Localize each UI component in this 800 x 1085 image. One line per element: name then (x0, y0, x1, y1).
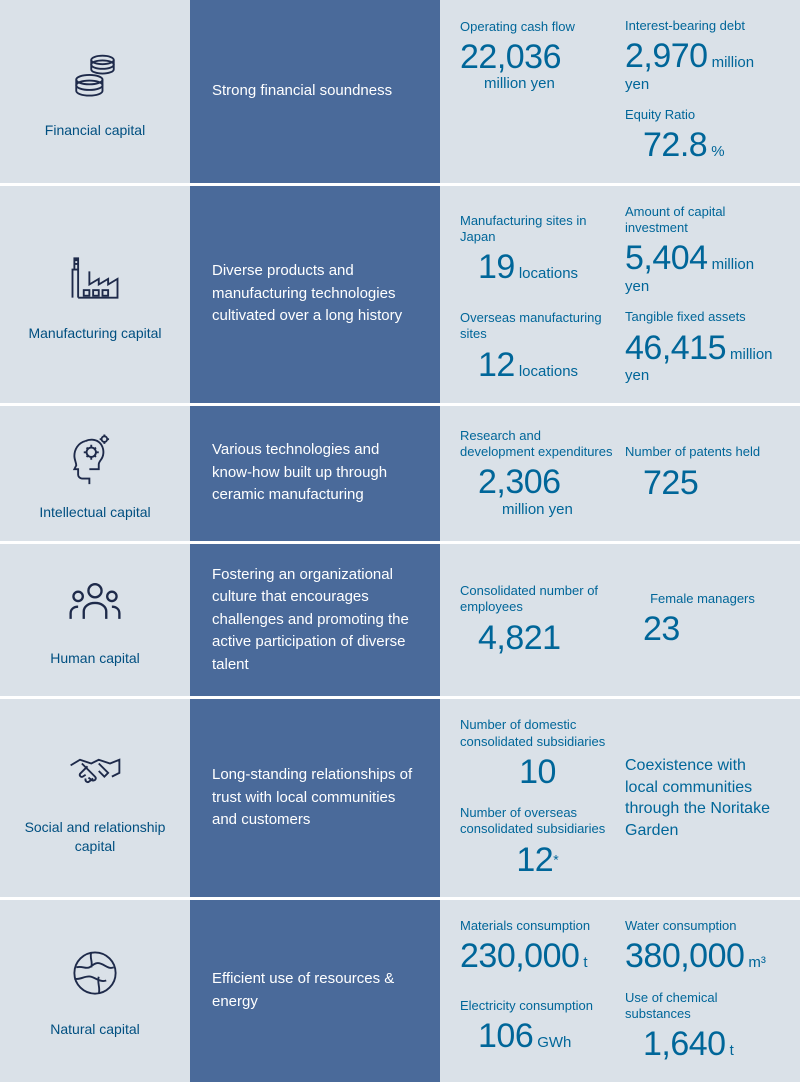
capital-description: Efficient use of resources & energy (212, 968, 418, 1013)
metric-label: Female managers (625, 591, 780, 607)
metric-label: Amount of capital investment (625, 204, 780, 237)
description-column: Various technologies and know-how built … (190, 406, 440, 541)
capital-description: Various technologies and know-how built … (212, 439, 418, 507)
financial-icon (65, 44, 125, 109)
metric: Number of domestic consolidated subsidia… (460, 717, 615, 791)
metric: Equity Ratio 72.8% (625, 107, 780, 165)
capital-label: Social and relationship capital (10, 818, 180, 854)
icon-column: Natural capital (0, 900, 190, 1082)
metric-value: 46,415million yen (625, 330, 780, 385)
capital-label: Manufacturing capital (28, 324, 161, 342)
metric-value: 12locations (460, 347, 615, 384)
metric-label: Electricity consumption (460, 998, 615, 1014)
intellectual-icon (65, 426, 125, 491)
metric-value: 725 (625, 465, 780, 502)
icon-column: Social and relationship capital (0, 699, 190, 897)
metric-label: Number of patents held (625, 444, 780, 460)
icon-column: Human capital (0, 544, 190, 697)
capital-description: Diverse products and manufacturing techn… (212, 260, 418, 328)
metric-label: Overseas manufacturing sites (460, 310, 615, 343)
metric-label: Number of overseas consolidated subsidia… (460, 805, 615, 838)
metric-value: 12* (460, 842, 615, 879)
metric: Materials consumption 230,000t (460, 918, 615, 976)
metric-value: 2,970million yen (625, 38, 780, 93)
metric: Use of chemical substances 1,640t (625, 990, 780, 1064)
metric-value: 380,000m³ (625, 938, 780, 975)
capital-label: Financial capital (45, 121, 145, 139)
metric: Female managers 23 (625, 583, 780, 657)
metric-value: 1,640t (625, 1026, 780, 1063)
metric-text: Coexistence with local communities throu… (625, 755, 780, 841)
capital-row: Human capital Fostering an organizationa… (0, 544, 800, 700)
metric: Manufacturing sites in Japan 19locations (460, 204, 615, 295)
description-column: Diverse products and manufacturing techn… (190, 186, 440, 403)
metrics-column: Number of domestic consolidated subsidia… (440, 699, 800, 897)
metric: Water consumption 380,000m³ (625, 918, 780, 976)
metrics-column: Manufacturing sites in Japan 19locations… (440, 186, 800, 403)
capital-description: Strong financial soundness (212, 80, 392, 103)
metric-label: Equity Ratio (625, 107, 780, 123)
metric-text-block: Coexistence with local communities throu… (625, 717, 780, 879)
metric-label: Operating cash flow (460, 19, 615, 35)
metric-label: Use of chemical substances (625, 990, 780, 1023)
metric-label: Water consumption (625, 918, 780, 934)
capital-row: Natural capital Efficient use of resourc… (0, 900, 800, 1085)
metric-value: 106GWh (460, 1018, 615, 1055)
metric-label: Manufacturing sites in Japan (460, 213, 615, 246)
metric-label: Tangible fixed assets (625, 309, 780, 325)
description-column: Efficient use of resources & energy (190, 900, 440, 1082)
capital-description: Fostering an organizational culture that… (212, 564, 418, 677)
metrics-column: Consolidated number of employees 4,821 F… (440, 544, 800, 697)
metric: Number of patents held 725 (625, 428, 780, 518)
metric-value: 230,000t (460, 938, 615, 975)
metric: Number of overseas consolidated subsidia… (460, 805, 615, 879)
metric: Operating cash flow 22,036 million yen (460, 18, 615, 93)
description-column: Long-standing relationships of trust wit… (190, 699, 440, 897)
capital-label: Human capital (50, 649, 140, 667)
metrics-column: Materials consumption 230,000t Water con… (440, 900, 800, 1082)
capital-label: Natural capital (50, 1020, 140, 1038)
metric-label: Number of domestic consolidated subsidia… (460, 717, 615, 750)
metric-label: Consolidated number of employees (460, 583, 615, 616)
metric: Overseas manufacturing sites 12locations (460, 309, 615, 384)
social-icon (65, 741, 125, 806)
icon-column: Manufacturing capital (0, 186, 190, 403)
metric-label: Materials consumption (460, 918, 615, 934)
metric: Research and development expenditures 2,… (460, 428, 615, 518)
metric-value: 23 (625, 611, 780, 648)
icon-column: Financial capital (0, 0, 190, 183)
capital-row: Social and relationship capital Long-sta… (0, 699, 800, 900)
description-column: Fostering an organizational culture that… (190, 544, 440, 697)
metric-value: 2,306 million yen (460, 464, 615, 518)
metric-label: Research and development expenditures (460, 428, 615, 461)
capital-row: Intellectual capital Various technologie… (0, 406, 800, 544)
metrics-column: Operating cash flow 22,036 million yen I… (440, 0, 800, 183)
metric-value: 10 (460, 754, 615, 791)
metric-value: 19locations (460, 249, 615, 286)
capital-label: Intellectual capital (39, 503, 150, 521)
metric: Consolidated number of employees 4,821 (460, 583, 615, 657)
metric: Electricity consumption 106GWh (460, 990, 615, 1064)
metric-label: Interest-bearing debt (625, 18, 780, 34)
metrics-column: Research and development expenditures 2,… (440, 406, 800, 541)
metric: Tangible fixed assets 46,415million yen (625, 309, 780, 384)
manufacturing-icon (65, 247, 125, 312)
natural-icon (65, 943, 125, 1008)
human-icon (65, 572, 125, 637)
description-column: Strong financial soundness (190, 0, 440, 183)
capital-row: Manufacturing capital Diverse products a… (0, 186, 800, 406)
metric: Amount of capital investment 5,404millio… (625, 204, 780, 295)
capital-row: Financial capital Strong financial sound… (0, 0, 800, 186)
metric-value: 4,821 (460, 620, 615, 657)
capital-description: Long-standing relationships of trust wit… (212, 764, 418, 832)
icon-column: Intellectual capital (0, 406, 190, 541)
metric-value: 5,404million yen (625, 240, 780, 295)
metric-value: 72.8% (625, 127, 780, 164)
metric-value: 22,036 million yen (460, 39, 615, 93)
metric: Interest-bearing debt 2,970million yen (625, 18, 780, 93)
